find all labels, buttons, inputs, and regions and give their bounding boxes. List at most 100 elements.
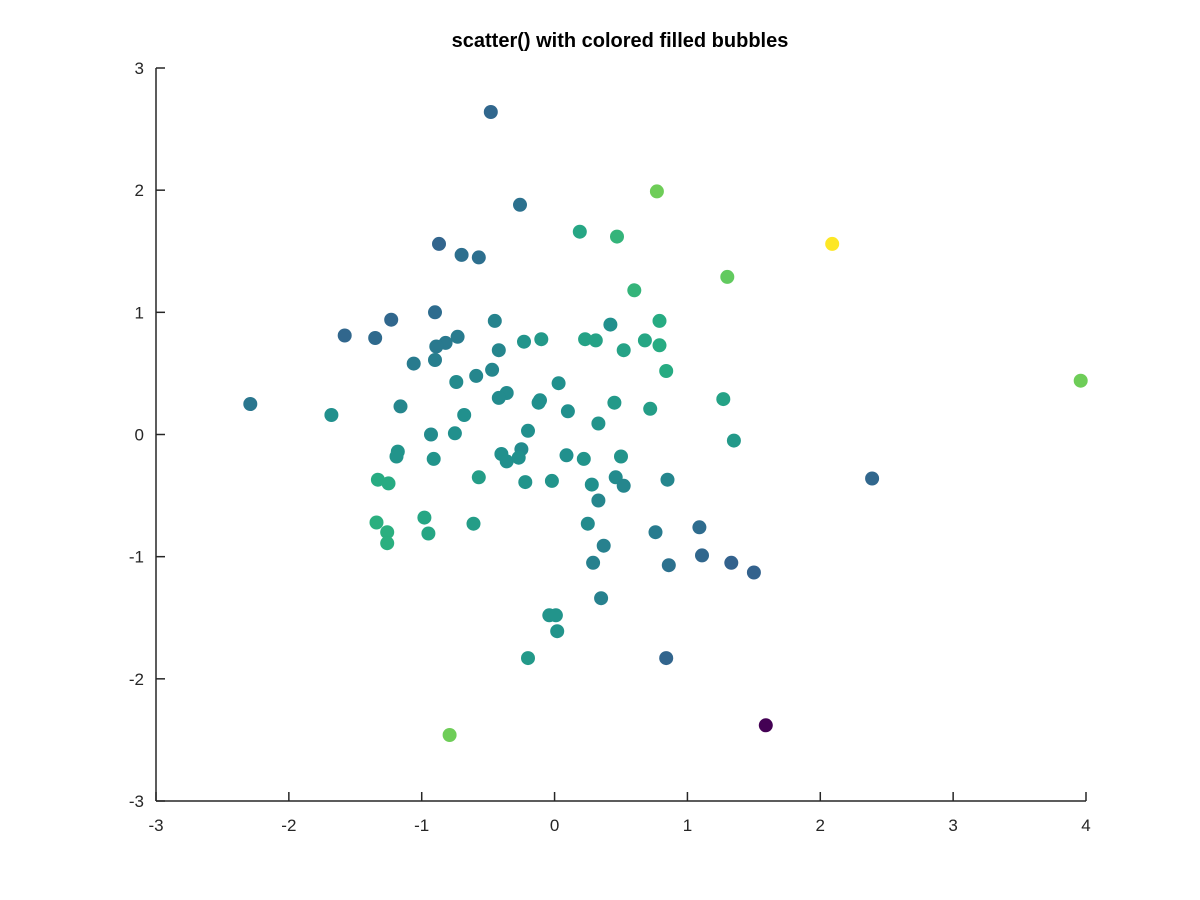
scatter-point xyxy=(521,651,535,666)
scatter-point xyxy=(369,515,384,530)
scatter-point xyxy=(594,591,609,606)
scatter-point xyxy=(518,475,533,490)
scatter-point xyxy=(485,362,500,377)
y-tick-label: 3 xyxy=(135,59,144,78)
scatter-point xyxy=(426,451,441,466)
scatter-point xyxy=(616,478,631,493)
scatter-point xyxy=(825,236,840,251)
scatter-point xyxy=(586,555,601,570)
scatter-point xyxy=(428,353,442,367)
scatter-point xyxy=(588,333,603,348)
scatter-point xyxy=(511,450,526,465)
scatter-point xyxy=(720,269,735,284)
scatter-point xyxy=(517,334,531,349)
scatter-point xyxy=(384,312,399,327)
scatter-point xyxy=(576,451,591,466)
scatter-point xyxy=(457,408,472,422)
x-tick-label: -3 xyxy=(148,816,163,835)
scatter-point xyxy=(572,224,587,239)
y-tick-label: -3 xyxy=(129,792,144,811)
scatter-point xyxy=(652,313,667,328)
scatter-point xyxy=(487,313,502,328)
y-tick-label: 2 xyxy=(135,181,144,200)
scatter-point xyxy=(551,376,566,391)
scatter-point xyxy=(559,448,574,463)
scatter-point xyxy=(578,332,593,347)
scatter-point xyxy=(616,343,631,358)
data-points xyxy=(243,105,1088,742)
x-tick-label: -2 xyxy=(281,816,296,835)
scatter-point xyxy=(614,449,628,464)
scatter-point xyxy=(596,538,611,553)
scatter-point xyxy=(499,454,514,469)
scatter-point xyxy=(637,333,652,348)
scatter-point xyxy=(603,317,618,332)
scatter-point xyxy=(469,368,484,383)
scatter-point xyxy=(716,392,731,407)
scatter-point xyxy=(652,338,667,353)
scatter-point xyxy=(521,423,535,438)
scatter-point xyxy=(746,565,761,580)
scatter-point xyxy=(724,555,739,570)
scatter-point xyxy=(627,283,642,298)
scatter-point xyxy=(548,608,563,623)
scatter-point xyxy=(442,728,457,742)
x-tick-label: 3 xyxy=(948,816,957,835)
scatter-point xyxy=(471,250,486,265)
y-tick-label: 1 xyxy=(135,303,144,322)
scatter-point xyxy=(491,343,506,358)
scatter-point xyxy=(424,427,438,442)
x-ticks: -3 -2 -1 0 1 2 3 4 xyxy=(148,792,1091,835)
x-tick-label: 4 xyxy=(1081,816,1090,835)
scatter-point xyxy=(471,470,486,485)
scatter-point xyxy=(429,339,444,354)
scatter-point xyxy=(544,473,559,488)
scatter-point xyxy=(243,397,258,411)
axes xyxy=(155,68,1086,802)
scatter-point xyxy=(648,525,663,540)
scatter-point xyxy=(692,520,707,535)
scatter-point xyxy=(428,305,442,320)
scatter-point xyxy=(550,624,565,639)
scatter-point xyxy=(421,526,436,541)
scatter-point xyxy=(643,401,658,416)
scatter-point xyxy=(1073,373,1088,388)
scatter-point xyxy=(450,329,465,344)
scatter-point xyxy=(370,472,385,487)
scatter-point xyxy=(584,477,599,492)
scatter-point xyxy=(491,390,506,405)
scatter-point xyxy=(324,408,339,422)
scatter-point xyxy=(865,471,880,486)
scatter-point xyxy=(591,493,606,508)
scatter-point xyxy=(533,393,547,408)
chart-title: scatter() with colored filled bubbles xyxy=(452,30,789,52)
scatter-point xyxy=(380,525,395,540)
scatter-point xyxy=(659,364,674,378)
scatter-point xyxy=(381,476,396,491)
scatter-point xyxy=(337,328,352,343)
scatter-point xyxy=(466,516,481,531)
scatter-point xyxy=(417,510,432,525)
y-tick-label: 0 xyxy=(135,426,144,445)
scatter-point xyxy=(758,718,773,733)
scatter-point xyxy=(591,416,606,431)
scatter-point xyxy=(726,433,741,448)
x-tick-label: 1 xyxy=(683,816,692,835)
scatter-point xyxy=(380,536,395,551)
scatter-point xyxy=(695,548,709,563)
scatter-point xyxy=(660,472,675,487)
y-tick-label: -2 xyxy=(129,670,144,689)
x-tick-label: 2 xyxy=(816,816,825,835)
scatter-point xyxy=(580,516,595,531)
scatter-point xyxy=(560,404,575,419)
scatter-point xyxy=(534,332,549,347)
scatter-point xyxy=(610,229,624,244)
scatter-point xyxy=(483,105,498,119)
scatter-point xyxy=(454,247,469,262)
scatter-point xyxy=(607,395,622,410)
scatter-point xyxy=(389,449,404,464)
scatter-point xyxy=(432,236,446,251)
x-tick-label: -1 xyxy=(414,816,429,835)
